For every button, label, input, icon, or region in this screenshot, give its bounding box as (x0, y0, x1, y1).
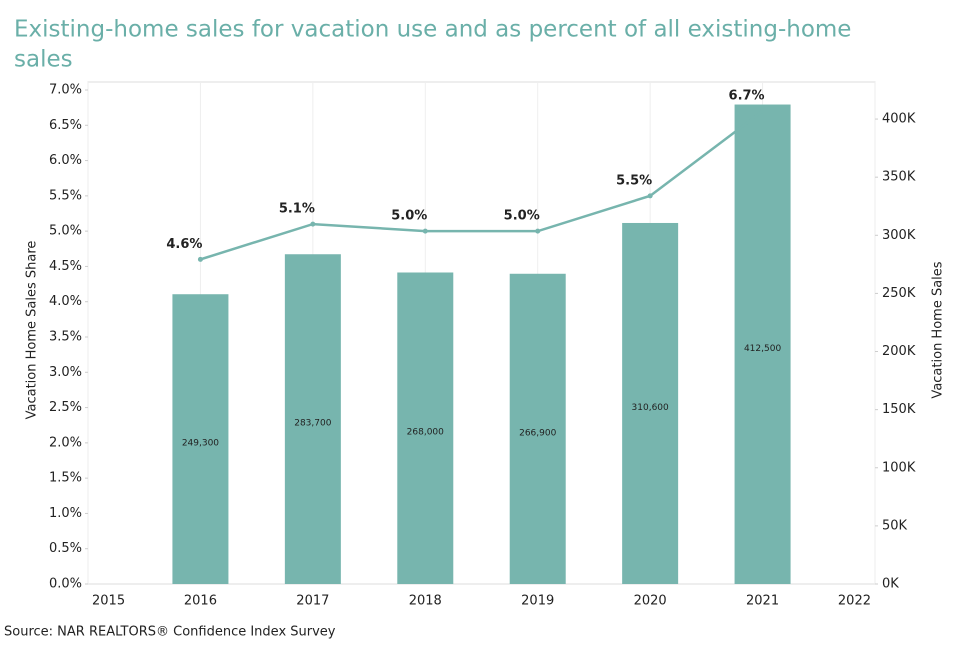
y2-tick-label: 50K (882, 518, 908, 533)
y-tick-label: 6.0% (49, 153, 82, 168)
y-tick-label: 2.0% (49, 435, 82, 450)
line-point (760, 108, 766, 114)
x-tick-label: 2016 (184, 594, 217, 609)
y2-tick-label: 400K (882, 112, 916, 127)
y-tick-label: 6.5% (49, 118, 82, 133)
x-tick-label: 2015 (92, 594, 125, 609)
y2-tick-label: 150K (882, 402, 916, 417)
y2-tick-label: 250K (882, 286, 916, 301)
line (200, 110, 764, 261)
y-tick-label: 5.5% (49, 188, 82, 203)
line-point (310, 221, 316, 227)
chart-title-line2: sales (14, 47, 73, 73)
line-label: 5.0% (391, 209, 427, 224)
x-tick-label: 2018 (409, 594, 442, 609)
bar (172, 294, 229, 584)
x-tick-label: 2017 (296, 594, 329, 609)
line-point (197, 256, 203, 262)
line-label: 5.0% (504, 209, 540, 224)
y-tick-label: 3.5% (49, 330, 82, 345)
line-label: 6.7% (729, 89, 765, 104)
y-tick-label: 1.0% (49, 506, 82, 521)
line-point (422, 228, 428, 234)
y-tick-label: 2.5% (49, 400, 82, 415)
bar-label: 412,500 (744, 344, 781, 354)
x-tick-label: 2022 (838, 594, 871, 609)
y2-tick-label: 350K (882, 170, 916, 185)
bar-label: 249,300 (182, 439, 219, 449)
bar (509, 273, 566, 584)
chart-title-line1: Existing-home sales for vacation use and… (14, 17, 851, 43)
y-tick-label: 3.0% (49, 365, 82, 380)
bar (397, 272, 454, 584)
y-tick-label: 0.5% (49, 541, 82, 556)
y2-tick-label: 300K (882, 228, 916, 243)
bar-label: 268,000 (407, 428, 444, 438)
bar (622, 222, 679, 584)
line-label: 5.5% (616, 173, 652, 188)
y-tick-label: 4.0% (49, 294, 82, 309)
y-tick-label: 1.5% (49, 471, 82, 486)
line-point (535, 228, 541, 234)
bar-label: 283,700 (294, 419, 331, 429)
y2-axis-title: Vacation Home Sales (931, 261, 946, 398)
line-label: 4.6% (166, 237, 202, 252)
x-tick-label: 2021 (746, 594, 779, 609)
x-tick-label: 2019 (521, 594, 554, 609)
bar-label: 266,900 (519, 428, 556, 438)
y2-tick-label: 100K (882, 460, 916, 475)
bar (734, 104, 791, 584)
y-tick-label: 7.0% (49, 83, 82, 98)
source: Source: NAR REALTORS® Confidence Index S… (4, 625, 336, 640)
y-axis-title: Vacation Home Sales Share (25, 241, 40, 420)
y-tick-label: 4.5% (49, 259, 82, 274)
bar (284, 254, 341, 584)
bar-label: 310,600 (632, 403, 669, 413)
y2-tick-label: 0K (882, 577, 899, 592)
y2-tick-label: 200K (882, 344, 916, 359)
y-tick-label: 5.0% (49, 224, 82, 239)
line-label: 5.1% (279, 202, 315, 217)
line-point (647, 193, 653, 199)
x-tick-label: 2020 (634, 594, 667, 609)
y-tick-label: 0.0% (49, 577, 82, 592)
